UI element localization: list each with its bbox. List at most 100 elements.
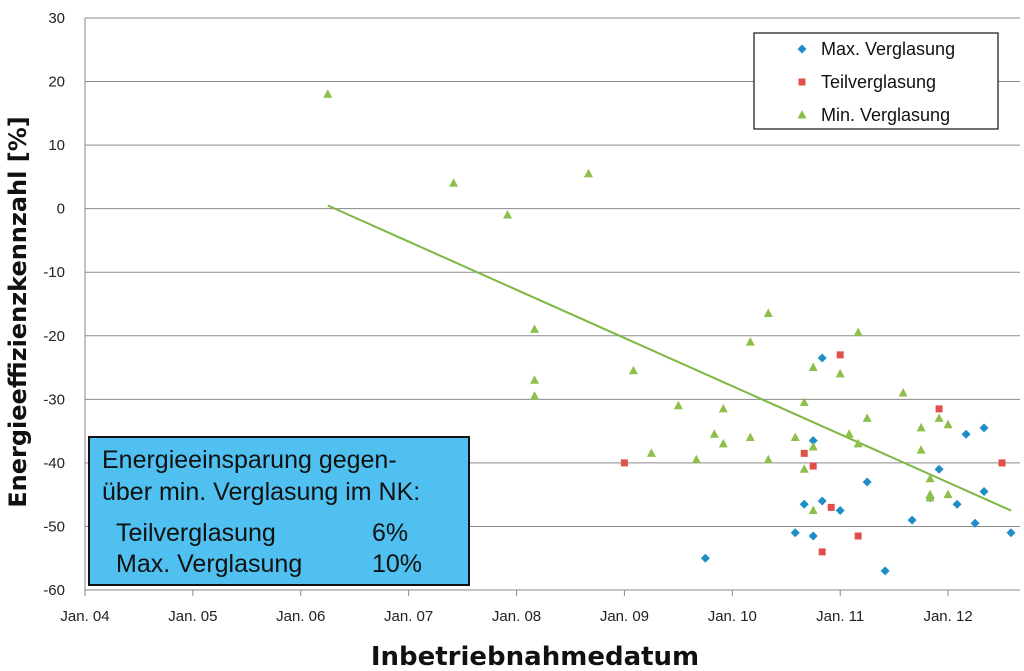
y-axis-title: Energieeffizienzkennzahl [%] bbox=[4, 116, 32, 507]
data-point bbox=[835, 506, 845, 516]
legend-label: Max. Verglasung bbox=[821, 39, 955, 59]
info-heading: Energieeinsparung gegen- über min. Vergl… bbox=[102, 444, 420, 508]
data-point bbox=[449, 178, 459, 187]
info-row-label: Teilverglasung bbox=[116, 519, 276, 547]
y-tick-label: -50 bbox=[43, 518, 65, 535]
info-row-label: Max. Verglasung bbox=[116, 550, 303, 578]
data-point bbox=[925, 492, 935, 502]
data-point bbox=[763, 308, 773, 318]
data-point bbox=[853, 438, 863, 448]
legend-label: Teilverglasung bbox=[821, 72, 936, 92]
y-tick-label: 0 bbox=[57, 201, 65, 218]
data-point bbox=[907, 515, 917, 525]
x-tick-label: Jan. 08 bbox=[492, 608, 541, 625]
x-tick-label: Jan. 04 bbox=[60, 608, 109, 625]
data-point bbox=[934, 413, 944, 422]
data-point bbox=[530, 391, 540, 400]
data-point bbox=[799, 464, 809, 473]
x-tick-label: Jan. 06 bbox=[276, 608, 325, 625]
data-point bbox=[970, 518, 980, 528]
x-tick-labels: Jan. 04 Jan. 05 Jan. 06 Jan. 07 Jan. 08 Jan. … bbox=[60, 608, 972, 625]
data-point bbox=[827, 503, 835, 511]
data-point bbox=[799, 397, 809, 407]
data-point bbox=[583, 168, 593, 178]
data-point bbox=[530, 375, 540, 384]
data-point bbox=[854, 532, 862, 540]
y-tick-label: 20 bbox=[48, 74, 65, 91]
data-point bbox=[799, 499, 809, 509]
data-point bbox=[530, 324, 540, 333]
y-tick-label: -30 bbox=[43, 391, 65, 408]
data-point bbox=[800, 449, 808, 457]
data-point bbox=[817, 353, 827, 363]
info-heading-line1: Energieeinsparung gegen- bbox=[102, 446, 397, 474]
data-point bbox=[898, 387, 908, 397]
trendline bbox=[327, 204, 1012, 512]
x-axis-title: Inbetriebnahmedatum bbox=[371, 642, 699, 671]
data-point bbox=[620, 459, 628, 467]
info-row-value: 6% bbox=[372, 519, 409, 547]
data-point bbox=[1006, 528, 1016, 538]
y-tick-label: 10 bbox=[48, 137, 65, 154]
data-point bbox=[790, 528, 800, 538]
y-tick-label: -40 bbox=[43, 455, 65, 472]
data-point bbox=[853, 327, 863, 337]
data-point bbox=[952, 499, 962, 509]
data-point bbox=[808, 442, 818, 451]
legend-box bbox=[753, 32, 999, 130]
data-point bbox=[943, 419, 953, 429]
data-point bbox=[763, 454, 773, 464]
data-point bbox=[979, 423, 989, 433]
x-tick-label: Jan. 11 bbox=[816, 608, 864, 625]
data-point bbox=[700, 553, 710, 563]
data-point bbox=[943, 489, 953, 499]
data-point bbox=[998, 459, 1006, 467]
data-point bbox=[323, 89, 333, 98]
x-tick-label: Jan. 07 bbox=[384, 608, 433, 625]
info-row-value: 10% bbox=[372, 550, 423, 578]
trendline-layer bbox=[327, 204, 1012, 512]
y-tick-label: 30 bbox=[48, 10, 65, 27]
data-point bbox=[503, 210, 513, 219]
data-point bbox=[745, 432, 755, 441]
data-point bbox=[836, 351, 844, 359]
legend-marker bbox=[798, 78, 806, 86]
data-point bbox=[916, 445, 926, 454]
data-points bbox=[323, 89, 1016, 576]
data-point bbox=[628, 365, 638, 375]
gridlines bbox=[84, 17, 1020, 596]
legend-marker bbox=[797, 44, 807, 54]
info-heading-line2: über min. Verglasung im NK: bbox=[102, 478, 421, 506]
y-tick-labels: 30 20 10 0 -10 -20 -30 -40 -50 -60 bbox=[43, 10, 65, 599]
data-point bbox=[808, 362, 818, 372]
data-point bbox=[691, 454, 701, 464]
legend: Max. Verglasung Teilverglasung Min. Vergla… bbox=[753, 32, 999, 130]
savings-info-box: Energieeinsparung gegen- über min. Vergl… bbox=[88, 436, 470, 586]
data-point bbox=[817, 496, 827, 506]
legend-label: Min. Verglasung bbox=[821, 105, 950, 125]
data-point bbox=[745, 337, 755, 346]
data-point bbox=[808, 505, 818, 515]
data-point bbox=[809, 462, 817, 470]
data-point bbox=[934, 464, 944, 474]
y-tick-label: -20 bbox=[43, 328, 65, 345]
data-point bbox=[835, 368, 845, 378]
data-point bbox=[673, 400, 683, 410]
x-tick-label: Jan. 12 bbox=[923, 608, 972, 625]
data-point bbox=[646, 448, 656, 457]
y-tick-label: -60 bbox=[43, 582, 65, 599]
data-point bbox=[935, 405, 943, 413]
data-point bbox=[961, 429, 971, 439]
data-point bbox=[818, 548, 826, 556]
data-point bbox=[790, 432, 800, 441]
data-point bbox=[880, 566, 890, 576]
x-tick-label: Jan. 05 bbox=[168, 608, 217, 625]
data-point bbox=[718, 403, 728, 413]
data-point bbox=[862, 413, 872, 422]
legend-marker bbox=[797, 110, 807, 119]
x-tick-label: Jan. 10 bbox=[708, 608, 757, 625]
data-point bbox=[718, 438, 728, 448]
y-tick-label: -10 bbox=[43, 264, 65, 281]
data-point bbox=[925, 473, 935, 483]
data-point bbox=[844, 429, 854, 438]
